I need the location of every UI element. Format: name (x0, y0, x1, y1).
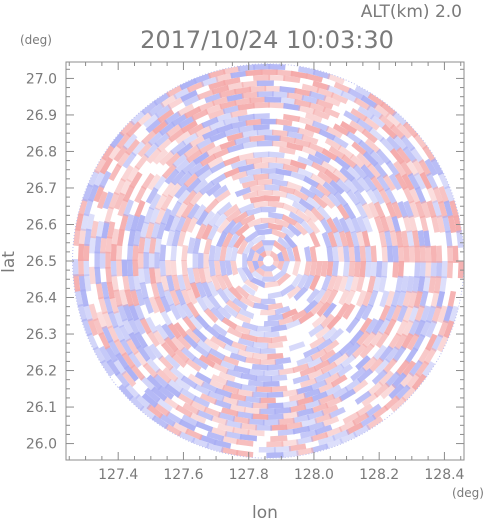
x-tick-label: 127.6 (163, 467, 203, 483)
y-tick-label: 26.0 (26, 437, 57, 453)
x-axis-label: lon (252, 503, 278, 521)
chart-subtitle: ALT(km) 2.0 (361, 2, 462, 22)
y-axis: 26.0 26.1 26.2 26.3 26.4 26.5 26.6 26.7 26.8 26.9… (26, 68, 464, 453)
y-tick-label: 26.1 (26, 400, 57, 416)
y-tick-label: 26.6 (26, 217, 57, 233)
y-tick-label: 26.4 (26, 291, 57, 307)
x-tick-label: 128.4 (424, 467, 464, 483)
y-tick-label: 27.0 (26, 71, 57, 87)
chart-title: 2017/10/24 10:03:30 (140, 26, 394, 54)
x-tick-label: 127.4 (98, 467, 138, 483)
y-tick-label: 26.2 (26, 364, 57, 380)
y-tick-label: 26.3 (26, 327, 57, 343)
x-tick-label: 128.0 (294, 467, 334, 483)
y-tick-label: 26.5 (26, 254, 57, 270)
y-axis-label: lat (0, 251, 19, 273)
x-tick-label: 127.8 (229, 467, 269, 483)
x-axis: 127.4 127.6 127.8 128.0 128.2 128.4 (68, 62, 465, 483)
x-unit-label: (deg) (452, 486, 484, 500)
radar-field (72, 63, 464, 459)
y-tick-label: 26.7 (26, 181, 57, 197)
y-unit-label: (deg) (20, 33, 52, 47)
x-tick-label: 128.2 (359, 467, 399, 483)
y-tick-label: 26.9 (26, 108, 57, 124)
y-tick-label: 26.8 (26, 144, 57, 160)
